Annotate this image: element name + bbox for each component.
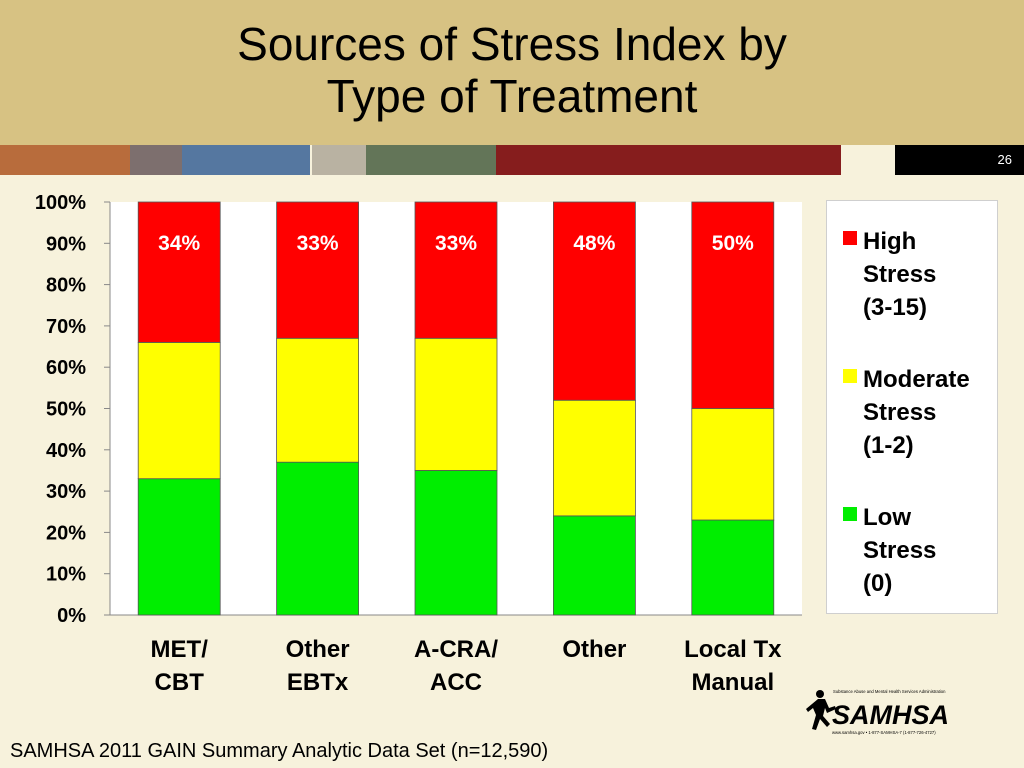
y-tick-label: 20% bbox=[46, 522, 86, 544]
data-label: 50% bbox=[712, 232, 754, 255]
data-label: 33% bbox=[297, 232, 339, 255]
title-line-1: Sources of Stress Index by bbox=[237, 18, 787, 70]
bar-segment bbox=[414, 337, 498, 471]
y-tick-label: 50% bbox=[46, 399, 86, 421]
samhsa-logo: Substance Abuse and Mental Health Servic… bbox=[806, 689, 949, 735]
slide-title: Sources of Stress Index by Type of Treat… bbox=[0, 18, 1024, 122]
y-tick-label: 70% bbox=[46, 316, 86, 338]
title-line-2: Type of Treatment bbox=[326, 70, 698, 122]
logo-wordmark: SAMHSA bbox=[832, 700, 949, 730]
y-tick-label: 60% bbox=[46, 357, 86, 379]
x-category-label: Manual bbox=[691, 669, 774, 695]
bar-segment bbox=[414, 201, 498, 339]
title-banner bbox=[0, 0, 1024, 145]
data-label: 33% bbox=[435, 232, 477, 255]
legend-label-line: Stress bbox=[863, 537, 937, 564]
legend-label: Low Stress (0) bbox=[863, 501, 1003, 600]
stripe-segment bbox=[182, 145, 310, 175]
stripe-segment bbox=[366, 145, 496, 175]
bar-segment bbox=[691, 519, 775, 616]
legend-swatch bbox=[843, 231, 857, 245]
bar-segment bbox=[276, 461, 360, 616]
bar-segment bbox=[276, 201, 360, 339]
logo-contact: www.samhsa.gov • 1-877-SAMHSA-7 (1-877-7… bbox=[832, 730, 936, 735]
x-category-label: Local Tx bbox=[684, 636, 782, 663]
x-category-label: EBTx bbox=[287, 669, 349, 695]
legend-label: Moderate Stress (1-2) bbox=[863, 363, 1003, 462]
bar-segment bbox=[137, 201, 221, 343]
legend-label-line: Stress bbox=[863, 261, 937, 288]
running-figure-icon bbox=[806, 690, 836, 730]
legend-label-line: (3-15) bbox=[863, 294, 928, 321]
stacked-bar-chart: 0% 10% 20% 30% 40% 50% 60% 70% 80% 90% 100% 34% MET/… bbox=[35, 192, 802, 695]
legend-swatch bbox=[843, 507, 857, 521]
y-tick-label: 10% bbox=[46, 564, 86, 586]
x-category-label: CBT bbox=[155, 669, 205, 695]
legend-label-line: Low bbox=[863, 504, 911, 531]
y-tick-label: 0% bbox=[57, 605, 86, 627]
stripe-segment bbox=[130, 145, 182, 175]
stripe-segment bbox=[312, 145, 366, 175]
x-category-label: MET/ bbox=[151, 636, 209, 663]
data-label: 48% bbox=[573, 232, 615, 255]
y-tick-label: 40% bbox=[46, 440, 86, 462]
chart-legend: High Stress (3-15) Moderate Stress (1-2) Low St… bbox=[826, 200, 998, 614]
y-tick-label: 30% bbox=[46, 481, 86, 503]
legend-label-line: (1-2) bbox=[863, 432, 914, 459]
bar-segment bbox=[276, 337, 360, 463]
y-tick-label: 80% bbox=[46, 275, 86, 297]
bar-segment bbox=[414, 470, 498, 616]
legend-label-line: High bbox=[863, 228, 917, 255]
stripe-segment bbox=[496, 145, 841, 175]
x-category-label: Other bbox=[562, 636, 626, 663]
bar-segment bbox=[691, 201, 775, 409]
bar-segment bbox=[137, 342, 221, 480]
bar-segment bbox=[553, 515, 636, 616]
y-tick-label: 100% bbox=[35, 192, 86, 214]
legend-label-line: Stress bbox=[863, 399, 937, 426]
stripe-segment bbox=[0, 145, 130, 175]
bar-segment bbox=[691, 408, 775, 521]
legend-swatch bbox=[843, 369, 857, 383]
legend-label-line: Moderate bbox=[863, 366, 970, 393]
x-category-label: A-CRA/ bbox=[414, 636, 498, 663]
slide-number: 26 bbox=[997, 152, 1012, 167]
bar-segment bbox=[553, 399, 636, 517]
legend-label-line: (0) bbox=[863, 570, 893, 597]
source-note: SAMHSA 2011 GAIN Summary Analytic Data S… bbox=[10, 740, 549, 762]
slide-number-box: 26 bbox=[895, 145, 1024, 175]
x-category-label: ACC bbox=[430, 669, 482, 695]
data-label: 34% bbox=[158, 232, 200, 255]
bar-segment bbox=[137, 478, 221, 616]
y-tick-label: 90% bbox=[46, 233, 86, 255]
logo-tagline: Substance Abuse and Mental Health Servic… bbox=[833, 689, 946, 694]
legend-label: High Stress (3-15) bbox=[863, 225, 1003, 324]
bar-segment bbox=[553, 201, 636, 401]
x-category-label: Other bbox=[286, 636, 350, 663]
